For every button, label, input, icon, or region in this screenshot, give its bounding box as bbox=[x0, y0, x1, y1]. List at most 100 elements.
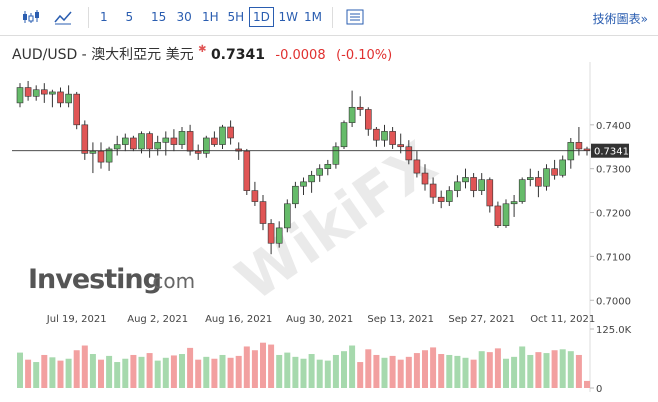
volume-bar bbox=[162, 357, 169, 388]
interval-button[interactable]: 5H bbox=[227, 10, 245, 24]
line-icon[interactable] bbox=[54, 9, 72, 25]
candle-body bbox=[316, 168, 324, 176]
interval-button[interactable]: 1D bbox=[249, 7, 274, 27]
volume-bar bbox=[575, 354, 582, 388]
interval-button[interactable]: 1M bbox=[304, 10, 322, 24]
star-icon[interactable]: ✱ bbox=[198, 44, 207, 55]
volume-tick-label: 125.0K bbox=[596, 325, 632, 336]
candle-body bbox=[65, 93, 72, 104]
candle-body bbox=[373, 128, 380, 141]
volume-bar bbox=[49, 357, 56, 388]
candle-body bbox=[364, 109, 372, 130]
volume-bar bbox=[430, 347, 437, 388]
volume-bar bbox=[511, 356, 518, 388]
candle-body bbox=[535, 177, 542, 187]
candle-body bbox=[251, 190, 259, 202]
volume-bar bbox=[503, 358, 509, 388]
separator bbox=[88, 7, 89, 28]
volume-bar bbox=[276, 354, 283, 388]
candle-body bbox=[40, 89, 48, 95]
interval-button[interactable]: 5 bbox=[125, 10, 134, 24]
candle-body bbox=[57, 91, 64, 104]
x-tick-label: Jul 19, 2021 bbox=[46, 314, 107, 325]
volume-bar bbox=[227, 357, 234, 388]
volume-bar bbox=[405, 356, 412, 388]
interval-button[interactable]: 1H bbox=[202, 10, 219, 24]
candle-body bbox=[518, 179, 526, 202]
volume-bar bbox=[519, 346, 526, 388]
volume-bar bbox=[260, 342, 266, 388]
candle-body bbox=[122, 137, 129, 145]
interval-button[interactable]: 1 bbox=[100, 10, 108, 24]
volume-bar bbox=[187, 347, 194, 388]
y-tick-label: 0.7300 bbox=[596, 165, 631, 176]
volume-bar bbox=[219, 354, 226, 388]
candle-body bbox=[478, 179, 486, 191]
volume-bar bbox=[341, 351, 347, 388]
volume-bar bbox=[211, 358, 218, 388]
tech-link[interactable]: 技術圖表» bbox=[592, 12, 648, 26]
volume-bar bbox=[73, 350, 80, 388]
candle-body bbox=[421, 172, 429, 185]
volume-bar bbox=[243, 346, 250, 388]
y-tick-label: 0.7400 bbox=[596, 121, 631, 132]
interval-button[interactable]: 1W bbox=[278, 10, 299, 24]
x-tick-label: Sep 27, 2021 bbox=[448, 314, 515, 325]
last-price-label: 0.7341 bbox=[594, 147, 629, 158]
y-tick-label: 0.7000 bbox=[596, 296, 631, 307]
candle-body bbox=[543, 168, 550, 187]
volume-bar bbox=[332, 354, 339, 388]
candle-body bbox=[567, 142, 575, 161]
candle-body bbox=[162, 137, 170, 143]
candle-body bbox=[154, 142, 161, 150]
volume-bar bbox=[357, 362, 364, 388]
volume-bar bbox=[551, 350, 558, 388]
candle-body bbox=[130, 137, 137, 150]
separator bbox=[332, 7, 333, 28]
candle-body bbox=[146, 133, 153, 150]
candle-body bbox=[211, 137, 218, 145]
candle-body bbox=[243, 150, 251, 191]
candle-body bbox=[526, 177, 534, 180]
volume-bar bbox=[397, 359, 404, 388]
y-tick-label: 0.7100 bbox=[596, 252, 631, 263]
volume-bar bbox=[17, 352, 23, 388]
candle-body bbox=[178, 131, 186, 145]
volume-bar bbox=[381, 357, 388, 388]
candle-body bbox=[494, 205, 502, 227]
candle-body bbox=[16, 87, 24, 104]
price: 0.7341 bbox=[210, 47, 265, 63]
y-tick-label: 0.7200 bbox=[596, 209, 631, 220]
volume-tick-label: 0 bbox=[596, 384, 602, 395]
candle-body bbox=[283, 203, 291, 229]
candle-body bbox=[219, 126, 226, 145]
candle-icon[interactable] bbox=[22, 9, 40, 25]
x-tick-label: Aug 30, 2021 bbox=[286, 314, 353, 325]
candle-body bbox=[81, 124, 89, 154]
candle-body bbox=[575, 142, 583, 150]
candle-body bbox=[332, 146, 340, 165]
candle-body bbox=[470, 177, 477, 191]
logo-brand: Investing bbox=[28, 264, 161, 295]
volume-bar bbox=[486, 352, 493, 388]
candle-body bbox=[292, 185, 299, 205]
volume-bar bbox=[527, 354, 534, 388]
volume-bar bbox=[494, 348, 501, 388]
candle-body bbox=[194, 150, 202, 154]
table-icon[interactable] bbox=[346, 9, 364, 25]
volume-bar bbox=[543, 353, 550, 388]
candle-body bbox=[170, 137, 178, 145]
volume-bar bbox=[25, 359, 32, 388]
candle-body bbox=[73, 93, 80, 126]
volume-bar bbox=[154, 360, 161, 388]
candle-body bbox=[502, 203, 510, 227]
volume-bar bbox=[470, 359, 477, 388]
interval-button[interactable]: 30 bbox=[176, 10, 192, 24]
interval-button[interactable]: 15 bbox=[151, 10, 167, 24]
candle-body bbox=[105, 148, 113, 163]
last-price-box bbox=[591, 143, 629, 158]
volume-bar bbox=[203, 356, 210, 388]
change-pct: (-0.10%) bbox=[336, 48, 393, 63]
candle-body bbox=[227, 126, 234, 139]
candle-body bbox=[389, 131, 396, 145]
